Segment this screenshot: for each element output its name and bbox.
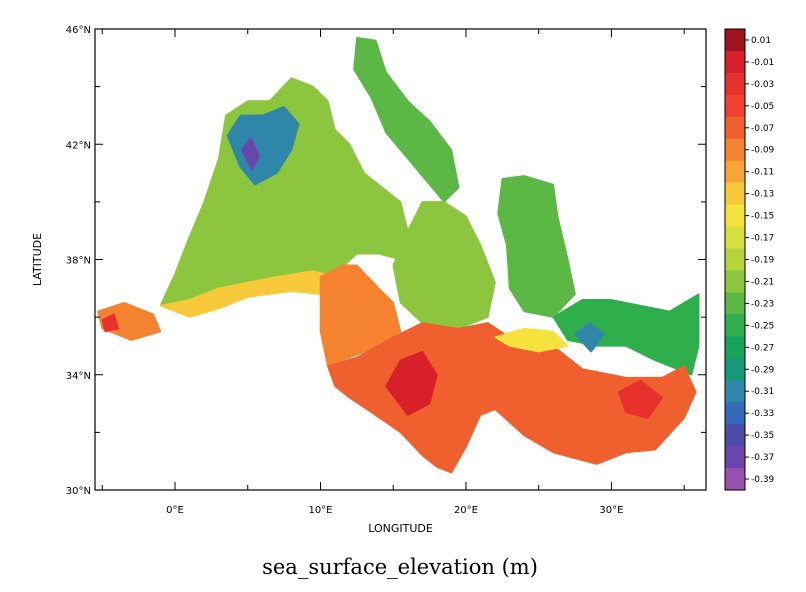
- colorbar-label: -0.31: [751, 387, 774, 397]
- colorbar-swatch: [725, 226, 745, 250]
- colorbar-label: -0.09: [751, 146, 775, 156]
- y-tick-label: 34°N: [66, 371, 91, 382]
- x-tick-label: 10°E: [308, 505, 332, 516]
- region-rhodes_gyre_low: [574, 322, 605, 353]
- colorbar-label: -0.19: [751, 256, 775, 266]
- x-tick-label: 0°E: [166, 505, 184, 516]
- colorbar-label: -0.27: [751, 343, 774, 353]
- colorbar-swatch: [725, 446, 745, 469]
- colorbar-swatch: [725, 380, 745, 403]
- colorbar-label: -0.13: [751, 190, 774, 200]
- colorbar-label: -0.15: [751, 212, 774, 222]
- x-axis-label: LONGITUDE: [368, 522, 433, 535]
- y-tick-label: 46°N: [66, 25, 91, 36]
- colorbar-swatch: [725, 314, 745, 337]
- colorbar-swatch: [725, 50, 745, 74]
- colorbar-swatch: [725, 94, 745, 118]
- colorbar-label: -0.03: [751, 80, 774, 90]
- colorbar-swatch: [725, 292, 745, 315]
- colorbar-swatch: [725, 468, 745, 491]
- colorbar-swatch: [725, 29, 745, 52]
- colorbar-label: -0.39: [751, 475, 775, 485]
- region-aegean: [497, 175, 576, 318]
- y-tick-label: 42°N: [66, 140, 91, 151]
- chart-title: sea_surface_elevation (m): [262, 555, 538, 579]
- colorbar-label: -0.37: [751, 453, 774, 463]
- colorbar-label: -0.07: [751, 124, 774, 134]
- region-libyan_max: [385, 350, 438, 416]
- colorbar-swatch: [725, 160, 745, 184]
- colorbar-label: -0.05: [751, 102, 774, 112]
- colorbar-label: -0.21: [751, 277, 774, 287]
- colorbar-swatch: [725, 270, 745, 293]
- region-levantine_south_max: [617, 379, 664, 419]
- colorbar-swatch: [725, 358, 745, 381]
- colorbar-label: -0.33: [751, 409, 774, 419]
- region-levantine_north: [552, 293, 700, 376]
- region-crete_band: [494, 327, 569, 353]
- colorbar-label: -0.11: [751, 168, 774, 178]
- region-adriatic: [353, 36, 460, 203]
- region-alboran: [97, 301, 162, 341]
- axes: 0°E 10°E 20°E 30°E 30°N 34°N 38°N 42°N 46°N: [66, 25, 706, 516]
- colorbar-label: 0.01: [751, 36, 771, 46]
- colorbar-label: -0.17: [751, 234, 774, 244]
- colorbar-label: -0.25: [751, 321, 774, 331]
- map-field: [97, 36, 700, 474]
- region-gulf_of_lion_min: [241, 137, 261, 171]
- colorbar-swatch: [725, 424, 745, 447]
- y-tick-label: 38°N: [66, 256, 91, 267]
- colorbar-label: -0.23: [751, 299, 774, 309]
- region-ionian_central: [392, 201, 496, 333]
- colorbar: 0.01 -0.01 -0.03 -0.05 -0.07 -0.09 -0.11 -0.13 -…: [724, 28, 775, 491]
- region-sicily_channel: [319, 264, 402, 367]
- colorbar-swatch: [725, 336, 745, 359]
- colorbar-label: -0.35: [751, 431, 774, 441]
- colorbar-swatch: [725, 248, 745, 271]
- x-tick-label: 30°E: [599, 505, 623, 516]
- region-gulf_of_lion_low: [226, 106, 300, 186]
- y-tick-label: 30°N: [66, 486, 91, 497]
- colorbar-label: -0.01: [751, 58, 774, 68]
- colorbar-label: -0.29: [751, 365, 775, 375]
- colorbar-swatch: [725, 116, 745, 140]
- x-tick-label: 20°E: [454, 505, 478, 516]
- colorbar-swatch: [725, 138, 745, 162]
- colorbar-swatch: [725, 204, 745, 228]
- colorbar-swatch: [725, 402, 745, 425]
- colorbar-swatch: [725, 182, 745, 206]
- colorbar-swatch: [725, 72, 745, 96]
- region-alboran_max: [101, 313, 120, 333]
- y-axis-label: LATITUDE: [31, 233, 44, 286]
